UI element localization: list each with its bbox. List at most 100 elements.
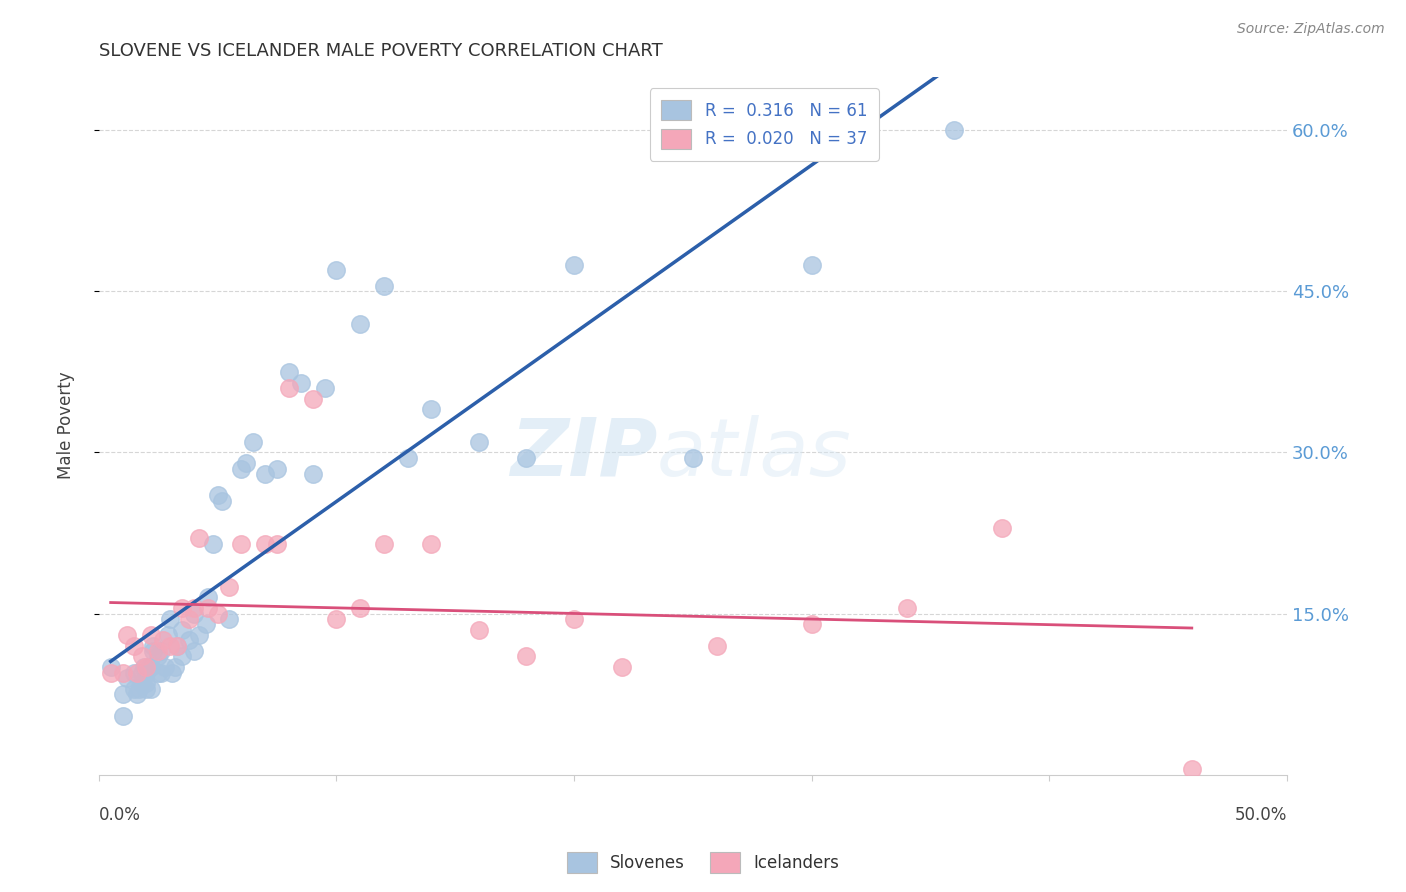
Point: [1181, 762, 1204, 776]
Point: [177, 633, 200, 648]
Point: [349, 601, 371, 615]
Point: [254, 537, 277, 551]
Y-axis label: Male Poverty: Male Poverty: [58, 372, 75, 479]
Text: ZIP: ZIP: [510, 415, 657, 492]
Point: [131, 676, 153, 690]
Point: [800, 258, 823, 272]
Point: [111, 687, 134, 701]
Point: [242, 434, 264, 449]
Point: [420, 537, 443, 551]
Point: [896, 601, 918, 615]
Point: [142, 639, 165, 653]
Point: [156, 628, 179, 642]
Point: [943, 123, 966, 137]
Point: [207, 488, 229, 502]
Point: [396, 450, 419, 465]
Point: [468, 623, 491, 637]
Text: atlas: atlas: [657, 415, 852, 492]
Point: [148, 665, 170, 680]
Point: [135, 660, 157, 674]
Point: [139, 628, 162, 642]
Point: [515, 649, 537, 664]
Point: [990, 520, 1012, 534]
Point: [162, 665, 184, 680]
Point: [277, 381, 299, 395]
Point: [218, 580, 240, 594]
Point: [325, 612, 347, 626]
Point: [562, 258, 585, 272]
Point: [131, 649, 153, 664]
Point: [138, 660, 160, 674]
Point: [124, 639, 146, 653]
Point: [197, 591, 219, 605]
Point: [235, 456, 257, 470]
Point: [231, 461, 253, 475]
Point: [610, 660, 633, 674]
Point: [211, 493, 233, 508]
Point: [170, 623, 193, 637]
Point: [373, 537, 395, 551]
Point: [266, 461, 288, 475]
Point: [149, 644, 172, 658]
Point: [349, 317, 371, 331]
Point: [139, 660, 162, 674]
Point: [197, 601, 219, 615]
Point: [290, 376, 312, 390]
Point: [111, 708, 134, 723]
Point: [117, 671, 139, 685]
Point: [100, 660, 122, 674]
Text: 50.0%: 50.0%: [1234, 806, 1286, 824]
Point: [163, 660, 186, 674]
Point: [166, 639, 188, 653]
Point: [132, 660, 155, 674]
Point: [301, 392, 323, 406]
Legend: Slovenes, Icelanders: Slovenes, Icelanders: [560, 846, 846, 880]
Point: [207, 607, 229, 621]
Point: [124, 665, 146, 680]
Point: [183, 644, 205, 658]
Point: [314, 381, 336, 395]
Point: [152, 633, 174, 648]
Point: [800, 617, 823, 632]
Text: SLOVENE VS ICELANDER MALE POVERTY CORRELATION CHART: SLOVENE VS ICELANDER MALE POVERTY CORREL…: [98, 42, 662, 60]
Point: [159, 639, 181, 653]
Point: [183, 607, 205, 621]
Point: [187, 532, 209, 546]
Point: [277, 365, 299, 379]
Point: [128, 681, 150, 696]
Point: [170, 649, 193, 664]
Point: [155, 660, 177, 674]
Point: [194, 617, 217, 632]
Point: [201, 537, 224, 551]
Point: [148, 649, 170, 664]
Point: [159, 612, 181, 626]
Point: [125, 687, 148, 701]
Point: [124, 681, 146, 696]
Point: [373, 279, 395, 293]
Point: [231, 537, 253, 551]
Point: [682, 450, 704, 465]
Point: [468, 434, 491, 449]
Point: [117, 628, 139, 642]
Point: [149, 665, 172, 680]
Text: Source: ZipAtlas.com: Source: ZipAtlas.com: [1237, 22, 1385, 37]
Point: [325, 263, 347, 277]
Point: [111, 665, 134, 680]
Point: [183, 601, 205, 615]
Point: [706, 639, 728, 653]
Point: [515, 450, 537, 465]
Point: [142, 644, 165, 658]
Point: [187, 628, 209, 642]
Point: [100, 665, 122, 680]
Point: [148, 644, 170, 658]
Point: [177, 612, 200, 626]
Point: [135, 665, 157, 680]
Point: [301, 467, 323, 481]
Point: [125, 665, 148, 680]
Point: [562, 612, 585, 626]
Point: [420, 402, 443, 417]
Point: [254, 467, 277, 481]
Point: [266, 537, 288, 551]
Point: [139, 681, 162, 696]
Point: [218, 612, 240, 626]
